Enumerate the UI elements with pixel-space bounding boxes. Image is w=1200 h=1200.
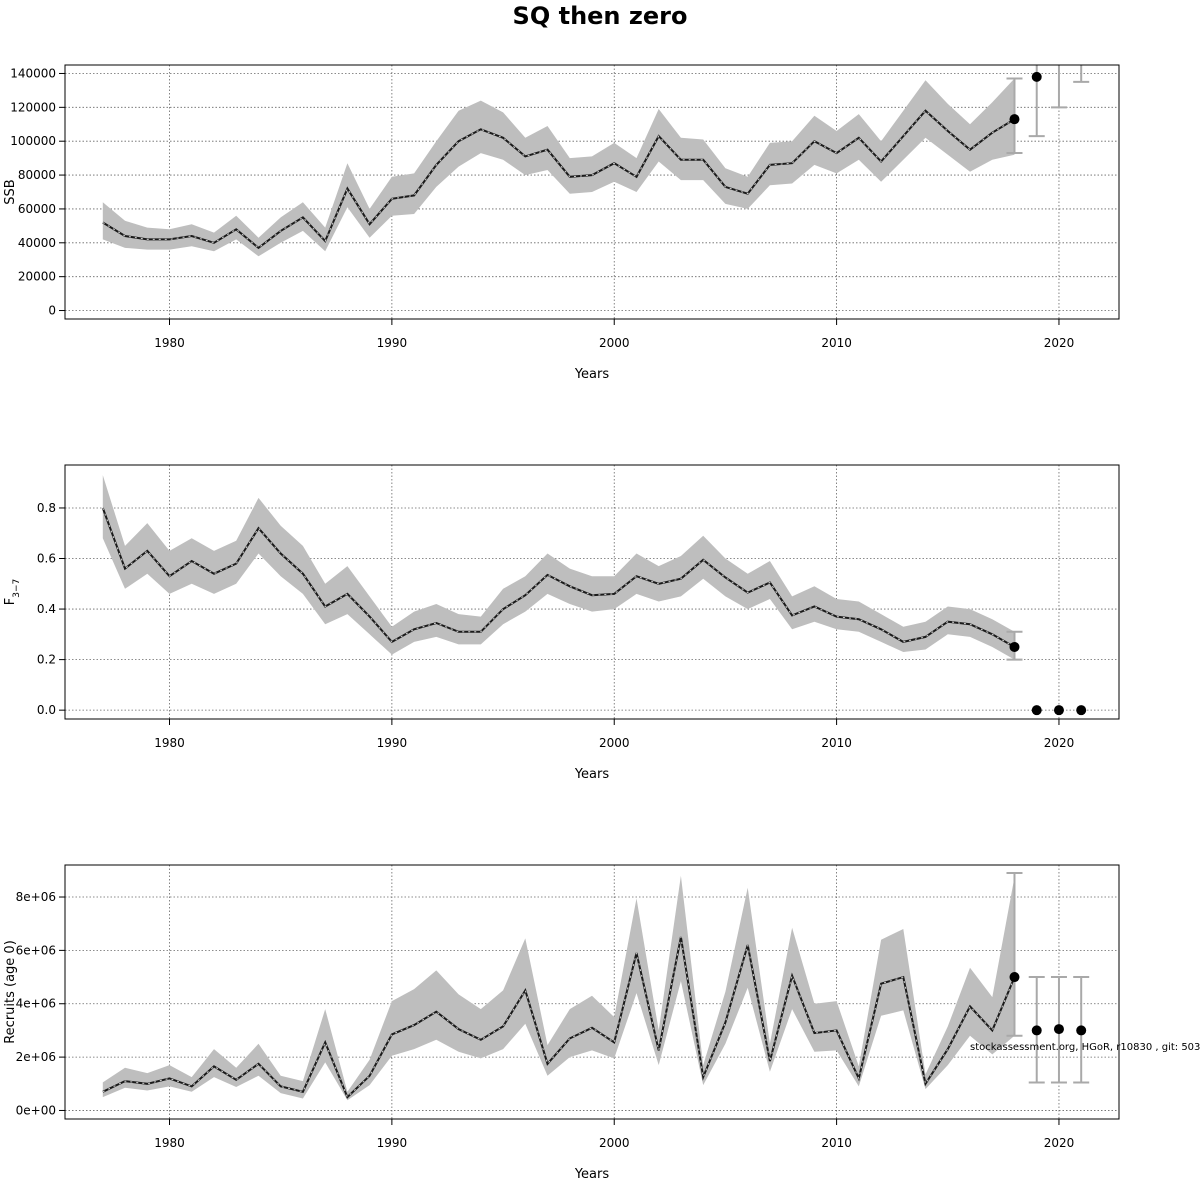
ssb-x-tick-label-2020: 2020 [1044,336,1075,350]
ssb-x-tick-label-1990: 1990 [377,336,408,350]
recruits-x-tick-label-2010: 2010 [821,1136,852,1150]
fbar-data [101,475,1087,716]
fbar-forecast-point-2019 [1031,705,1042,716]
fbar-forecast-point-2018 [1009,641,1020,652]
ssb-plot-frame [64,64,1120,320]
fbar-y-tick-label-0: 0.0 [37,703,56,717]
ssb-y-tick-label-1: 20000 [18,270,56,284]
ssb-y-tick-label-2: 40000 [18,236,56,250]
fbar-forecast-point-2020 [1053,705,1064,716]
fbar-x-tick-label-1990: 1990 [377,736,408,750]
ssb-x-axis-label: Years [574,367,610,382]
recruits-forecast-point-2019 [1031,1025,1042,1036]
ssb-y-tick-label-4: 80000 [18,168,56,182]
ssb-confidence-band [102,78,1015,257]
recruits-forecast-point-2018 [1009,972,1020,983]
recruits-estimate-line [102,936,1016,1099]
fbar-x-tick-label-2010: 2010 [821,736,852,750]
fbar-y-tick-label-1: 0.2 [37,653,56,667]
fbar-panel: 1980 1990 2000 2010 2020 0.0 0.2 0.4 0.6 0.8 Years… [3,464,1120,782]
fbar-y-axis-label-subscript: 3−7 [12,579,22,598]
ssb-estimate-line [102,109,1016,250]
ssb-y-tick-label-7: 140000 [10,66,56,80]
fbar-x-axis-label: Years [574,767,610,782]
fbar-plot-frame [64,464,1120,720]
ssb-x-tick-label-2000: 2000 [599,336,630,350]
plot-panels: 1980 1990 2000 2010 2020 0 20000 40000 60000 8000… [3,64,1120,1182]
ssb-x-tick-label-2010: 2010 [821,336,852,350]
ssb-data [102,65,1090,257]
recruits-forecast-point-2020 [1053,1024,1064,1035]
recruits-x-tick-label-1980: 1980 [154,1136,185,1150]
ssb-y-tick-label-6: 120000 [10,100,56,114]
recruits-x-tick-label-1990: 1990 [377,1136,408,1150]
recruits-y-tick-label-4: 8e+06 [16,890,56,904]
footnote: stockassessment.org, HGoR, r10830 , git:… [970,1042,1200,1053]
figure-title: SQ then zero [513,2,688,30]
recruits-plot-frame [64,864,1120,1120]
recruits-y-tick-label-1: 2e+06 [16,1050,56,1064]
fbar-y-tick-label-2: 0.4 [37,602,56,616]
fbar-estimate-line [101,507,1015,648]
fbar-x-tick-label-1980: 1980 [154,736,185,750]
ssb-forecast-point-2018 [1009,114,1020,125]
ssb-y-axis-label: SSB [3,179,18,204]
fbar-x-tick-label-2020: 2020 [1044,736,1075,750]
fbar-x-tick-label-2000: 2000 [599,736,630,750]
fbar-y-tick-label-4: 0.8 [37,501,56,515]
recruits-forecast-point-2021 [1076,1025,1087,1036]
fbar-forecast-point-2021 [1076,705,1087,716]
ssb-forecast-point-2019 [1031,71,1042,82]
ssb-y-tick-label-5: 100000 [10,134,56,148]
recruits-y-tick-label-0: 0e+00 [16,1103,56,1117]
recruits-x-tick-label-2020: 2020 [1044,1136,1075,1150]
recruits-y-tick-label-2: 4e+06 [16,997,56,1011]
fbar-confidence-band [102,475,1015,660]
recruits-x-axis-label: Years [574,1167,610,1182]
recruits-panel: 1980 1990 2000 2010 2020 0e+00 2e+06 4e+06 6e+06… [3,864,1120,1182]
recruits-confidence-band [102,875,1015,1101]
recruits-y-axis-label: Recruits (age 0) [3,940,18,1044]
ssb-panel: 1980 1990 2000 2010 2020 0 20000 40000 60000 8000… [3,64,1120,382]
recruits-y-tick-label-3: 6e+06 [16,943,56,957]
ssb-x-tick-label-1980: 1980 [154,336,185,350]
recruits-x-tick-label-2000: 2000 [599,1136,630,1150]
recruits-data [102,872,1090,1101]
ssb-y-tick-label-3: 60000 [18,202,56,216]
fbar-y-tick-label-3: 0.6 [37,552,56,566]
ssb-y-tick-label-0: 0 [48,304,56,318]
